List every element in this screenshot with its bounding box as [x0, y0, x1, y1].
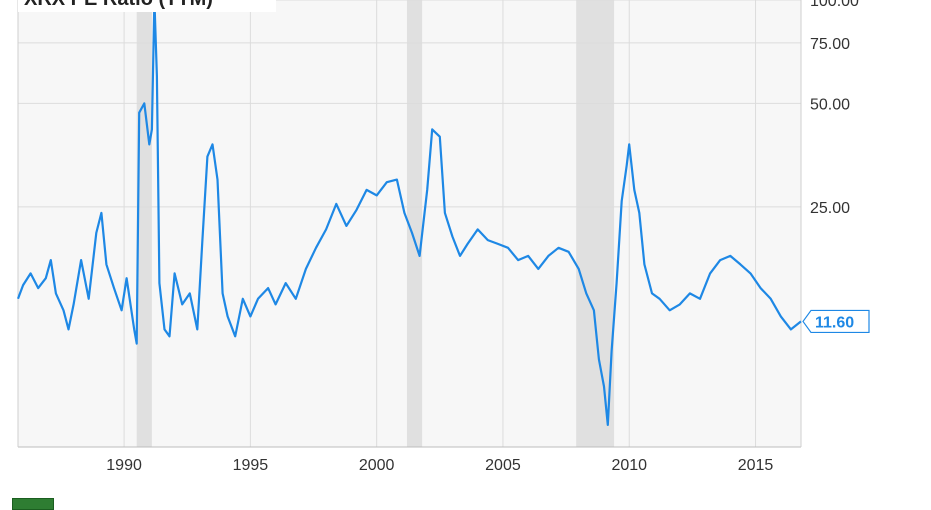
end-label-box: [802, 309, 870, 334]
y-tick-labels: 100.00 75.00 50.00 25.00: [810, 0, 859, 217]
x-tick-label: 2015: [738, 457, 774, 474]
end-label-text: 11.60: [815, 314, 854, 331]
end-value-label: 11.60: [802, 309, 870, 334]
chart-title: XRX PE Ratio (TTM): [24, 0, 213, 10]
x-tick-label: 2005: [485, 457, 521, 474]
x-tick-labels: 1990 1995 2000 2005 2010 2015: [106, 457, 773, 474]
recession-shading: [136, 0, 615, 447]
x-tick-label: 2000: [359, 457, 395, 474]
y-tick-label: 50.00: [810, 96, 850, 113]
series-line: [16, 0, 802, 426]
title-box: XRX PE Ratio (TTM): [18, 0, 276, 12]
recession-band: [406, 0, 423, 447]
recession-band: [576, 0, 615, 447]
x-tick-label: 1990: [106, 457, 142, 474]
ycharts-logo: [12, 498, 54, 510]
y-tick-label: 100.00: [810, 0, 859, 10]
y-tick-label: 75.00: [810, 36, 850, 53]
y-tick-label: 25.00: [810, 200, 850, 217]
x-tick-label: 1995: [233, 457, 269, 474]
grid-lines: [18, 0, 801, 447]
x-tick-label: 2010: [611, 457, 647, 474]
